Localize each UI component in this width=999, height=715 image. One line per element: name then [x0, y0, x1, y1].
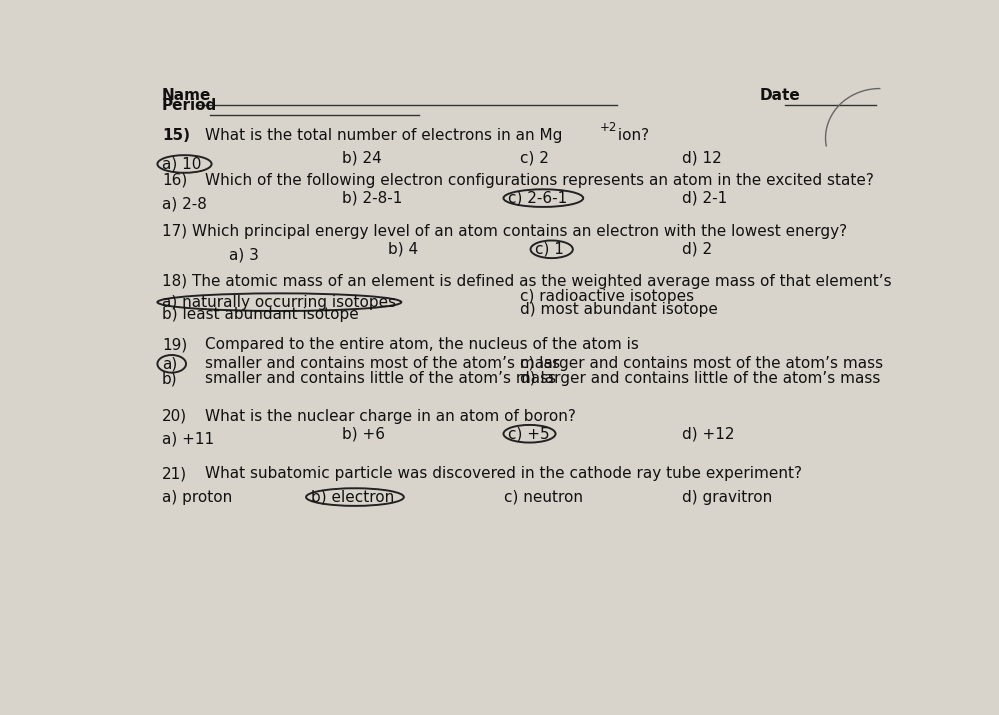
Text: d) 2: d) 2	[682, 242, 712, 257]
Text: b) 4: b) 4	[388, 242, 419, 257]
Text: c) +5: c) +5	[508, 426, 549, 441]
Text: d) +12: d) +12	[682, 426, 735, 441]
Text: ion?: ion?	[612, 128, 648, 143]
Text: 16): 16)	[162, 173, 187, 188]
Text: smaller and contains little of the atom’s mass: smaller and contains little of the atom’…	[205, 371, 555, 386]
Text: What is the nuclear charge in an atom of boron?: What is the nuclear charge in an atom of…	[205, 409, 575, 423]
Text: +2: +2	[599, 121, 616, 134]
Text: a) 3: a) 3	[230, 247, 260, 262]
Text: 15): 15)	[162, 128, 190, 143]
Text: What is the total number of electrons in an Mg: What is the total number of electrons in…	[205, 128, 562, 143]
Text: b) 24: b) 24	[342, 151, 382, 166]
Text: d) most abundant isotope: d) most abundant isotope	[519, 302, 717, 317]
Text: d) larger and contains little of the atom’s mass: d) larger and contains little of the ato…	[519, 371, 880, 386]
Text: smaller and contains most of the atom’s mass: smaller and contains most of the atom’s …	[205, 356, 559, 371]
Text: a) proton: a) proton	[162, 490, 233, 505]
Text: 21): 21)	[162, 466, 187, 481]
Text: Which of the following electron configurations represents an atom in the excited: Which of the following electron configur…	[205, 173, 873, 188]
Text: c) 1: c) 1	[535, 242, 564, 257]
Text: a) 10: a) 10	[162, 157, 202, 172]
Text: b) least abundant isotope: b) least abundant isotope	[162, 307, 359, 322]
Text: Compared to the entire atom, the nucleus of the atom is: Compared to the entire atom, the nucleus…	[205, 337, 638, 352]
Text: a): a)	[162, 356, 177, 371]
Text: a) naturally occurring isotopes: a) naturally occurring isotopes	[162, 295, 397, 310]
Text: Name: Name	[162, 89, 212, 104]
Text: d) 12: d) 12	[682, 151, 722, 166]
Text: c) 2: c) 2	[519, 151, 548, 166]
Text: 17) Which principal energy level of an atom contains an electron with the lowest: 17) Which principal energy level of an a…	[162, 225, 847, 240]
Text: b) electron: b) electron	[311, 490, 394, 505]
Text: 19): 19)	[162, 337, 187, 352]
Text: 18) The atomic mass of an element is defined as the weighted average mass of tha: 18) The atomic mass of an element is def…	[162, 274, 892, 289]
Text: Period: Period	[162, 99, 218, 113]
Text: d) 2-1: d) 2-1	[682, 191, 727, 206]
Text: c) neutron: c) neutron	[504, 490, 583, 505]
Text: a) 2-8: a) 2-8	[162, 196, 207, 211]
Text: a) +11: a) +11	[162, 432, 214, 447]
Text: Date: Date	[760, 89, 800, 104]
Text: What subatomic particle was discovered in the cathode ray tube experiment?: What subatomic particle was discovered i…	[205, 466, 801, 481]
Text: b) 2-8-1: b) 2-8-1	[342, 191, 402, 206]
Text: 20): 20)	[162, 409, 187, 423]
Text: c) 2-6-1: c) 2-6-1	[508, 191, 567, 206]
Text: b): b)	[162, 371, 178, 386]
Text: d) gravitron: d) gravitron	[682, 490, 772, 505]
Text: c) larger and contains most of the atom’s mass: c) larger and contains most of the atom’…	[519, 356, 883, 371]
Text: b) +6: b) +6	[342, 426, 385, 441]
Text: c) radioactive isotopes: c) radioactive isotopes	[519, 289, 694, 304]
